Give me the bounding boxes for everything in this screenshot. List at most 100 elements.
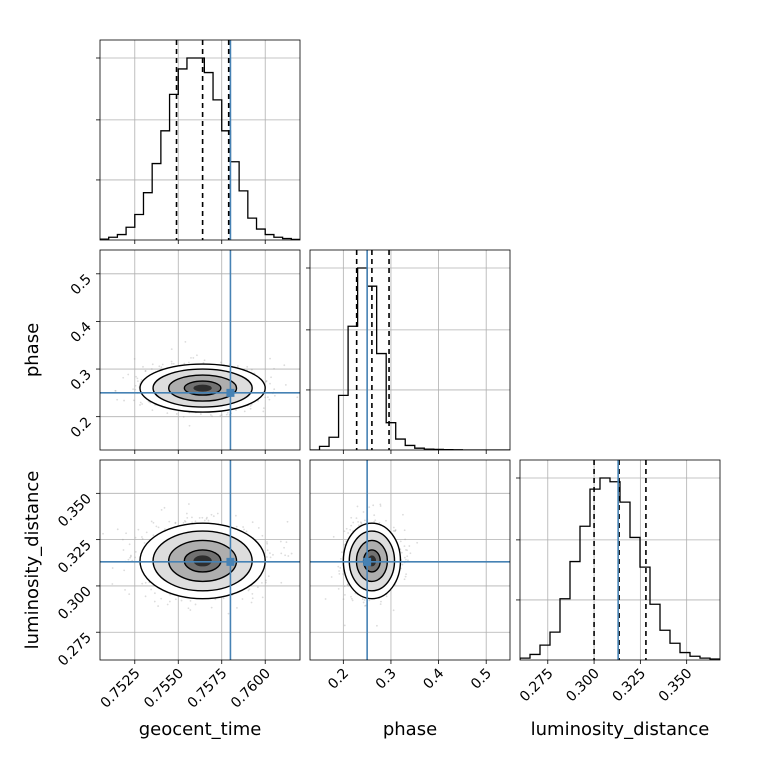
sample-point — [160, 366, 163, 369]
ytick-label-phase-3: 0.5 — [68, 271, 95, 298]
sample-point — [251, 521, 254, 524]
sample-point — [343, 624, 346, 627]
ylabel-luminosity_distance: luminosity_distance — [22, 471, 43, 650]
sample-point — [269, 382, 271, 385]
sample-point — [136, 377, 139, 380]
sample-point — [356, 505, 359, 508]
sample-point — [379, 503, 382, 506]
ytick-label-luminosity_distance-3: 0.350 — [55, 491, 95, 531]
sample-point — [205, 517, 208, 520]
sample-point — [194, 520, 197, 523]
sample-point — [344, 593, 346, 596]
sample-point — [155, 525, 158, 528]
sample-point — [123, 399, 125, 402]
sample-point — [378, 522, 381, 524]
sample-point — [187, 361, 190, 364]
sample-point — [350, 595, 352, 598]
sample-point — [170, 348, 173, 350]
sample-point — [379, 505, 382, 507]
sample-point — [406, 555, 409, 558]
sample-point — [405, 573, 408, 576]
sample-point — [385, 519, 387, 522]
sample-point — [116, 398, 119, 401]
panel-frame-phase-luminosity_distance — [309, 459, 511, 661]
xtick-label-phase-3: 0.5 — [468, 666, 495, 693]
sample-point — [186, 516, 189, 519]
sample-point — [349, 528, 352, 531]
sample-point — [184, 520, 187, 523]
sample-point — [347, 584, 350, 587]
sample-point — [122, 376, 125, 379]
sample-point — [151, 409, 154, 412]
sample-point — [122, 549, 125, 551]
hist-panel-geocent_time — [100, 40, 300, 240]
sample-point — [287, 555, 290, 557]
hist-frame-luminosity_distance — [519, 459, 721, 661]
xtick-label-phase-0: 0.2 — [325, 666, 352, 693]
sample-point — [116, 528, 119, 531]
sample-point — [404, 538, 407, 541]
sample-point — [225, 413, 228, 416]
sample-point — [234, 514, 237, 517]
sample-point — [152, 521, 155, 524]
sample-point — [150, 588, 153, 591]
sample-point — [268, 398, 271, 401]
xtick-label-luminosity_distance-3: 0.350 — [656, 666, 696, 706]
sample-point — [183, 362, 186, 365]
sample-point — [226, 411, 229, 414]
sample-point — [250, 403, 253, 406]
sample-point — [187, 607, 190, 610]
sample-point — [227, 612, 230, 615]
sample-point — [403, 578, 406, 581]
sample-point — [136, 380, 139, 383]
sample-point — [342, 598, 345, 601]
sample-point — [184, 340, 187, 343]
xtick-label-phase-2: 0.4 — [420, 665, 447, 692]
sample-point — [198, 516, 201, 519]
sample-point — [346, 583, 349, 586]
sample-point — [360, 522, 363, 525]
sample-point — [338, 572, 341, 575]
sample-point — [189, 599, 192, 602]
sample-point — [407, 559, 409, 562]
sample-point — [127, 373, 130, 376]
sample-point — [400, 551, 403, 554]
sample-point — [283, 546, 285, 549]
sample-point — [404, 575, 407, 578]
sample-point — [114, 389, 117, 392]
sample-point — [296, 396, 299, 399]
sample-point — [210, 513, 213, 516]
sample-point — [264, 396, 267, 399]
ytick-label-phase-1: 0.3 — [68, 367, 95, 394]
sample-point — [183, 519, 186, 522]
sample-point — [207, 519, 210, 522]
sample-point — [201, 516, 204, 519]
contour-1 — [152, 368, 253, 408]
xtick-label-geocent_time-0: 0.7525 — [98, 666, 144, 712]
sample-point — [272, 553, 274, 556]
sample-point — [220, 414, 223, 416]
sample-point — [345, 527, 348, 530]
sample-point — [357, 520, 359, 523]
sample-point — [350, 516, 353, 519]
xtick-label-geocent_time-3: 0.7600 — [228, 666, 274, 712]
sample-point — [150, 368, 153, 370]
sample-point — [251, 597, 254, 600]
sample-point — [241, 598, 244, 600]
contour-3 — [183, 549, 222, 573]
sample-point — [236, 365, 239, 367]
sample-point — [164, 528, 166, 531]
sample-point — [343, 543, 346, 546]
sample-point — [392, 526, 395, 529]
ytick-label-phase-2: 0.4 — [68, 319, 95, 346]
truth-marker-phase-luminosity_distance — [363, 557, 372, 566]
sample-point — [339, 566, 342, 569]
sample-point — [380, 600, 382, 603]
sample-point — [392, 609, 395, 612]
sample-point — [273, 394, 276, 397]
sample-point — [246, 365, 249, 368]
sample-point — [394, 530, 396, 533]
xtick-label-luminosity_distance-1: 0.300 — [563, 666, 603, 706]
sample-point — [373, 514, 376, 517]
